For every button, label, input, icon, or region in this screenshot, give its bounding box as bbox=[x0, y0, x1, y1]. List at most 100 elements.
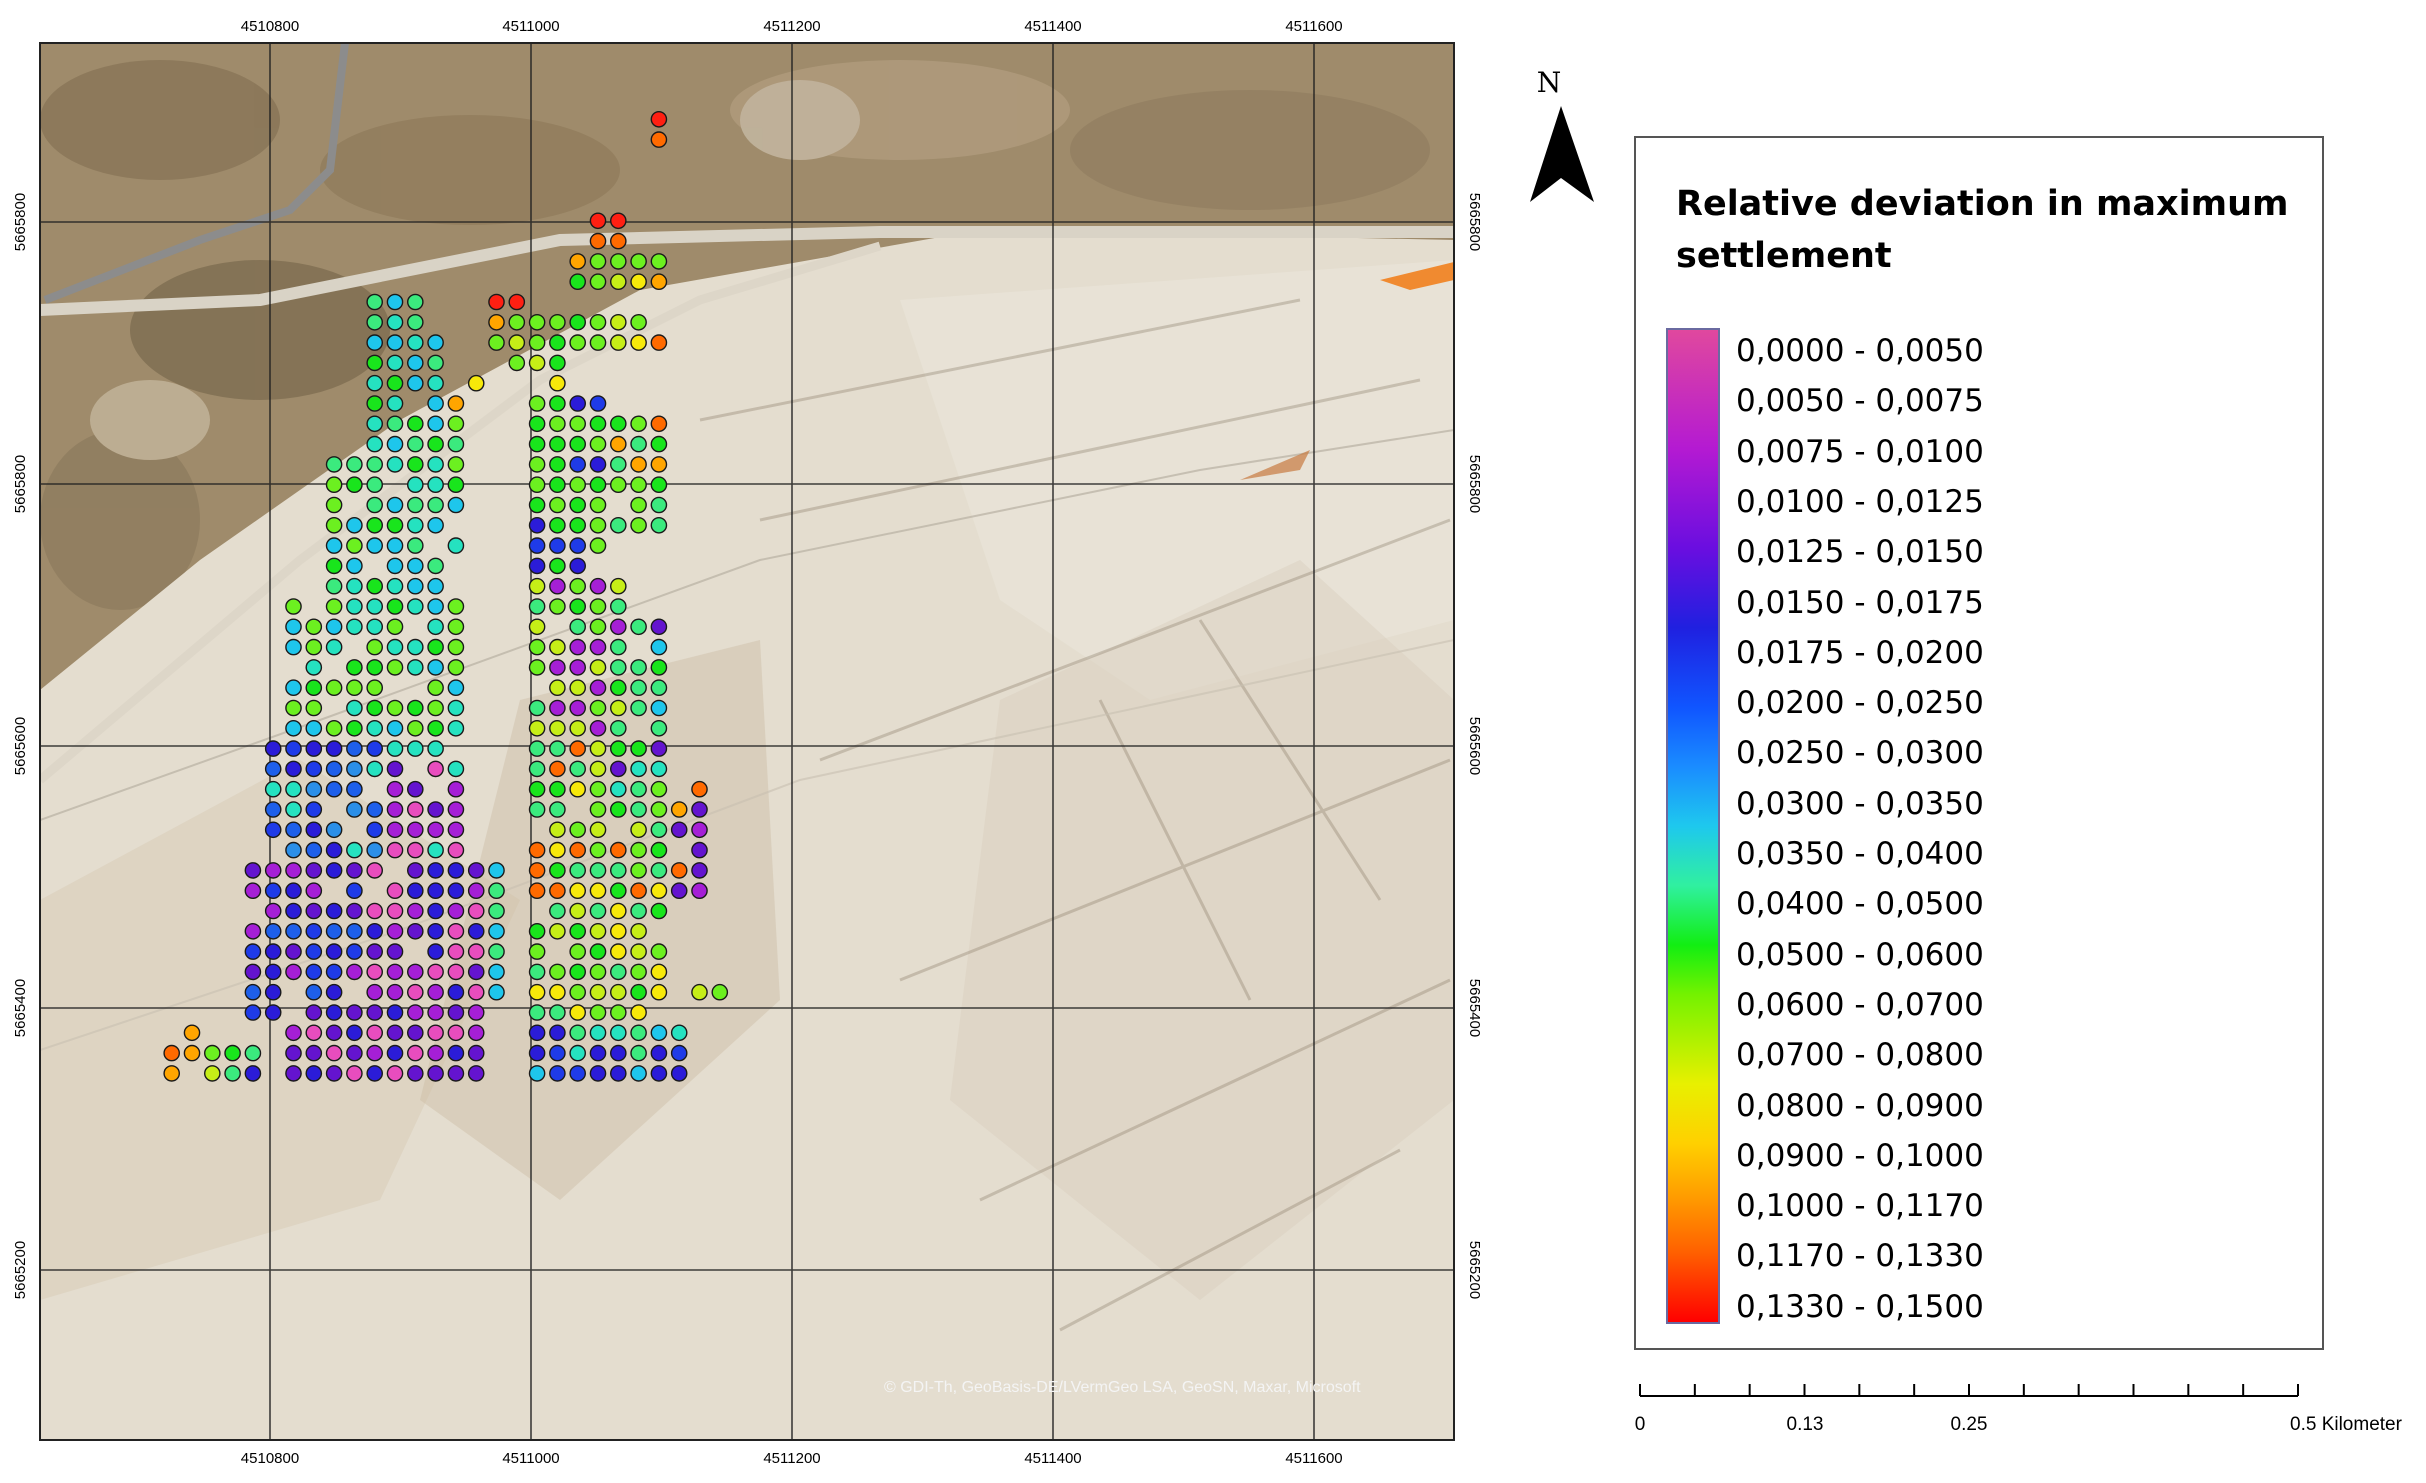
settlement-point bbox=[589, 517, 607, 534]
settlement-point bbox=[305, 740, 323, 757]
settlement-point bbox=[386, 882, 404, 900]
settlement-point bbox=[528, 598, 546, 615]
settlement-point bbox=[264, 943, 282, 960]
settlement-point bbox=[447, 699, 465, 717]
legend-class-label: 0,0400 - 0,0500 bbox=[1736, 886, 1984, 923]
settlement-point bbox=[386, 496, 404, 514]
settlement-point bbox=[549, 1024, 566, 1042]
y-tick-label: 5665400 bbox=[12, 979, 29, 1037]
settlement-point bbox=[549, 456, 566, 473]
settlement-point bbox=[264, 983, 282, 1001]
legend-class-label: 0,1330 - 0,1500 bbox=[1736, 1288, 1984, 1325]
settlement-point bbox=[569, 618, 587, 636]
settlement-point bbox=[589, 801, 607, 818]
settlement-point bbox=[630, 415, 647, 433]
settlement-point bbox=[589, 862, 607, 879]
settlement-point bbox=[670, 1065, 688, 1082]
settlement-point bbox=[427, 456, 444, 473]
settlement-point bbox=[386, 780, 404, 798]
settlement-point bbox=[406, 720, 424, 737]
settlement-point bbox=[569, 395, 587, 412]
settlement-point bbox=[346, 456, 363, 473]
settlement-point bbox=[467, 923, 485, 940]
settlement-point bbox=[589, 1004, 607, 1021]
settlement-point bbox=[589, 618, 607, 636]
settlement-point bbox=[183, 1024, 201, 1042]
settlement-point bbox=[325, 1004, 343, 1021]
settlement-point bbox=[610, 923, 627, 940]
settlement-point bbox=[589, 882, 607, 900]
settlement-point bbox=[447, 1004, 465, 1021]
scale-label: 0.25 bbox=[1951, 1414, 1988, 1435]
settlement-point bbox=[264, 862, 282, 879]
settlement-point bbox=[528, 1065, 546, 1082]
settlement-point bbox=[285, 923, 302, 940]
settlement-point bbox=[406, 902, 424, 920]
settlement-point bbox=[508, 293, 526, 311]
settlement-point bbox=[406, 598, 424, 615]
settlement-point bbox=[244, 923, 262, 940]
settlement-point bbox=[508, 313, 526, 331]
settlement-point bbox=[406, 1065, 424, 1082]
settlement-point bbox=[447, 537, 465, 554]
y-tick-label: 5665800 bbox=[12, 455, 29, 513]
settlement-point bbox=[610, 476, 627, 494]
settlement-point bbox=[325, 638, 343, 656]
settlement-point bbox=[386, 293, 404, 311]
settlement-point bbox=[488, 313, 505, 331]
settlement-point bbox=[325, 821, 343, 839]
settlement-point bbox=[406, 638, 424, 656]
settlement-point bbox=[427, 354, 444, 372]
settlement-point bbox=[528, 760, 546, 778]
settlement-point bbox=[630, 740, 647, 757]
settlement-point bbox=[589, 963, 607, 981]
settlement-point bbox=[691, 821, 708, 839]
settlement-point bbox=[406, 557, 424, 575]
settlement-point bbox=[427, 963, 444, 981]
settlement-point bbox=[285, 902, 302, 920]
settlement-point bbox=[589, 456, 607, 473]
settlement-point bbox=[406, 983, 424, 1001]
settlement-point bbox=[325, 679, 343, 697]
settlement-point bbox=[285, 679, 302, 697]
settlement-point bbox=[427, 862, 444, 879]
settlement-point bbox=[589, 760, 607, 778]
settlement-point bbox=[325, 943, 343, 960]
settlement-point bbox=[325, 1044, 343, 1062]
settlement-point bbox=[630, 780, 647, 798]
y-tick-label: 5665200 bbox=[1466, 1241, 1483, 1299]
settlement-point bbox=[549, 537, 566, 554]
settlement-point bbox=[366, 1044, 384, 1062]
settlement-point bbox=[285, 780, 302, 798]
settlement-point bbox=[447, 841, 465, 859]
settlement-point bbox=[569, 923, 587, 940]
settlement-point bbox=[488, 862, 505, 879]
x-tick-label: 4511600 bbox=[1285, 18, 1342, 35]
settlement-point bbox=[650, 760, 668, 778]
settlement-point bbox=[366, 456, 384, 473]
settlement-point bbox=[406, 1044, 424, 1062]
settlement-point bbox=[386, 740, 404, 757]
settlement-point bbox=[589, 313, 607, 331]
settlement-point bbox=[406, 923, 424, 940]
settlement-point bbox=[366, 862, 384, 879]
settlement-point bbox=[447, 902, 465, 920]
settlement-point bbox=[285, 740, 302, 757]
settlement-point bbox=[447, 659, 465, 676]
settlement-point bbox=[305, 638, 323, 656]
settlement-point bbox=[549, 862, 566, 879]
settlement-point bbox=[427, 598, 444, 615]
settlement-point bbox=[549, 395, 566, 412]
settlement-point bbox=[569, 435, 587, 453]
settlement-point bbox=[528, 334, 546, 351]
settlement-point bbox=[549, 638, 566, 656]
settlement-point bbox=[386, 598, 404, 615]
settlement-point bbox=[528, 882, 546, 900]
legend-class-label: 0,0125 - 0,0150 bbox=[1736, 534, 1984, 571]
settlement-point bbox=[610, 517, 627, 534]
settlement-point bbox=[650, 415, 668, 433]
settlement-point bbox=[386, 902, 404, 920]
legend-class-label: 0,0700 - 0,0800 bbox=[1736, 1037, 1984, 1074]
settlement-point bbox=[610, 334, 627, 351]
settlement-point bbox=[569, 1004, 587, 1021]
